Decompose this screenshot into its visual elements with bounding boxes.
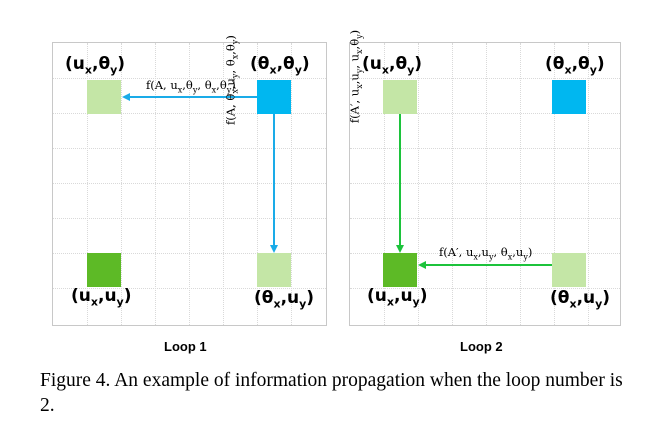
loop2-title: Loop 2	[460, 339, 503, 354]
loop1-square-bottom-left	[87, 253, 121, 287]
loop2-label-top-left: (ux,θy)	[362, 54, 423, 77]
loop1-square-top-right	[257, 80, 291, 114]
loop2-label-top-right: (θx,θy)	[545, 54, 605, 77]
loop2-label-bottom-right: (θx,uy)	[550, 288, 611, 311]
loop1-label-top-left: (ux,θy)	[65, 54, 126, 77]
loop2-square-top-left	[383, 80, 417, 114]
loop1-title: Loop 1	[164, 339, 207, 354]
loop1-square-bottom-right	[257, 253, 291, 287]
loop2-square-bottom-right	[552, 253, 586, 287]
loop1-label-bottom-right: (θx,uy)	[254, 288, 315, 311]
loop1-edge-label-vertical: f(A, θx,uy, θx,θy)	[223, 35, 240, 125]
loop2-edge-label-horizontal: f(A′, ux,uy, θx,uy)	[439, 245, 533, 262]
loop1-edge-label-horizontal: f(A, ux,θy, θx,θy)	[146, 78, 236, 95]
loop2-edge-label-vertical: f(A′, ux,uy, ux,θy)	[347, 29, 364, 124]
figure-caption: Figure 4. An example of information prop…	[40, 370, 623, 416]
loop2-square-top-right	[552, 80, 586, 114]
loop1-square-top-left	[87, 80, 121, 114]
loop2-label-bottom-left: (ux,uy)	[367, 286, 428, 309]
loop2-square-bottom-left	[383, 253, 417, 287]
loop1-label-bottom-left: (ux,uy)	[71, 286, 132, 309]
loop1-label-top-right: (θx,θy)	[250, 54, 310, 77]
